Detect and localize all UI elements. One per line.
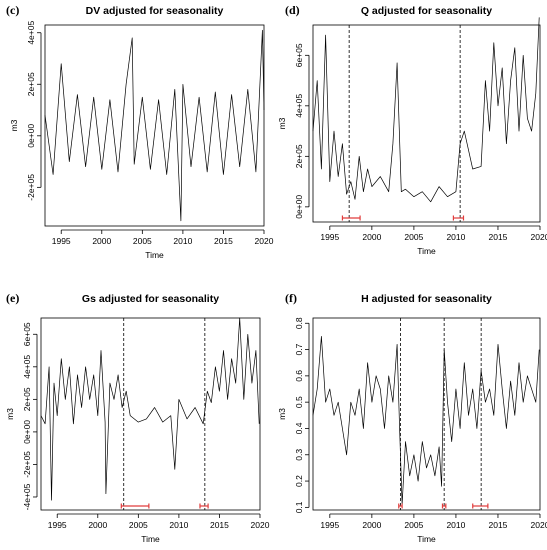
x-tick-label: 2015 [489,520,508,530]
y-axis-label: m3 [277,408,287,420]
chart-panel-0: (c) DV adjusted for seasonality 1995 2000 20… [6,3,274,260]
y-tick-label: -2e+05 [26,174,36,201]
y-tick-label: 2e+05 [26,72,36,96]
y-tick-label: 0.8 [294,317,304,329]
y-tick-label: 0.3 [294,449,304,461]
plot-frame [312,317,541,511]
chart-panel-2: (e) Gs adjusted for seasonality 1995 2000 20… [5,291,270,544]
series-line [312,17,540,203]
chart-title: Gs adjusted for seasonality [82,293,219,305]
y-tick-label: 0e+00 [26,124,36,148]
y-tick-label: 0.6 [294,370,304,382]
x-axis-label: Time [417,534,436,544]
x-tick-label: 2020 [255,236,274,246]
chart-title: DV adjusted for seasonality [86,5,224,17]
x-tick-label: 2005 [129,520,148,530]
plot-frame [312,24,541,223]
series-line [40,317,260,501]
y-tick-label: 0.5 [294,396,304,408]
y-tick-label: 0.4 [294,422,304,434]
x-tick-label: 2000 [92,236,111,246]
x-tick-label: 2000 [362,232,381,242]
x-tick-label: 2015 [489,232,508,242]
x-axis-label: Time [417,246,436,256]
x-tick-label: 2010 [446,232,465,242]
y-axis-label: m3 [9,119,19,131]
y-tick-label: 4e+05 [294,94,304,118]
x-tick-label: 2000 [362,520,381,530]
x-tick-label: 2005 [404,520,423,530]
x-axis-label: Time [145,250,164,260]
y-tick-label: -2e+05 [22,451,32,478]
y-tick-label: 2e+05 [294,144,304,168]
y-axis-label: m3 [277,117,287,129]
plot-frame [40,317,261,511]
x-tick-label: 2010 [169,520,188,530]
y-tick-label: 0.2 [294,475,304,487]
y-tick-label: 6e+05 [22,322,32,346]
y-tick-label: 0e+00 [22,420,32,444]
y-axis-label: m3 [5,408,15,420]
x-tick-label: 2010 [173,236,192,246]
x-tick-label: 2005 [404,232,423,242]
chart-title: H adjusted for seasonality [361,293,492,305]
chart-title: Q adjusted for seasonality [361,5,492,17]
chart-panel-3: (f) H adjusted for seasonality 1995 2000 200… [277,291,547,544]
y-tick-label: 4e+05 [22,355,32,379]
x-tick-label: 1995 [52,236,71,246]
x-axis-label: Time [141,534,160,544]
x-tick-label: 2020 [531,520,547,530]
panel-label: (f) [285,291,297,305]
y-tick-label: 4e+05 [26,21,36,45]
x-tick-label: 1995 [48,520,67,530]
y-tick-label: -4e+05 [22,483,32,510]
y-tick-label: 6e+05 [294,43,304,67]
y-tick-label: 0.7 [294,343,304,355]
x-tick-label: 2020 [251,520,270,530]
panel-label: (d) [285,3,300,17]
x-tick-label: 2015 [210,520,229,530]
x-tick-label: 1995 [320,232,339,242]
y-tick-label: 2e+05 [22,387,32,411]
x-tick-label: 2020 [531,232,547,242]
x-tick-label: 2005 [133,236,152,246]
series-line [44,29,265,222]
y-tick-label: 0.1 [294,501,304,513]
x-tick-label: 2000 [88,520,107,530]
plot-frame [44,24,265,227]
series-line [312,336,540,506]
x-tick-label: 2015 [214,236,233,246]
panel-label: (e) [6,291,19,305]
x-tick-label: 1995 [320,520,339,530]
x-tick-label: 2010 [446,520,465,530]
chart-panel-1: (d) Q adjusted for seasonality 1995 2000 200… [277,3,547,256]
panel-label: (c) [6,3,19,17]
y-tick-label: 0e+00 [294,195,304,219]
